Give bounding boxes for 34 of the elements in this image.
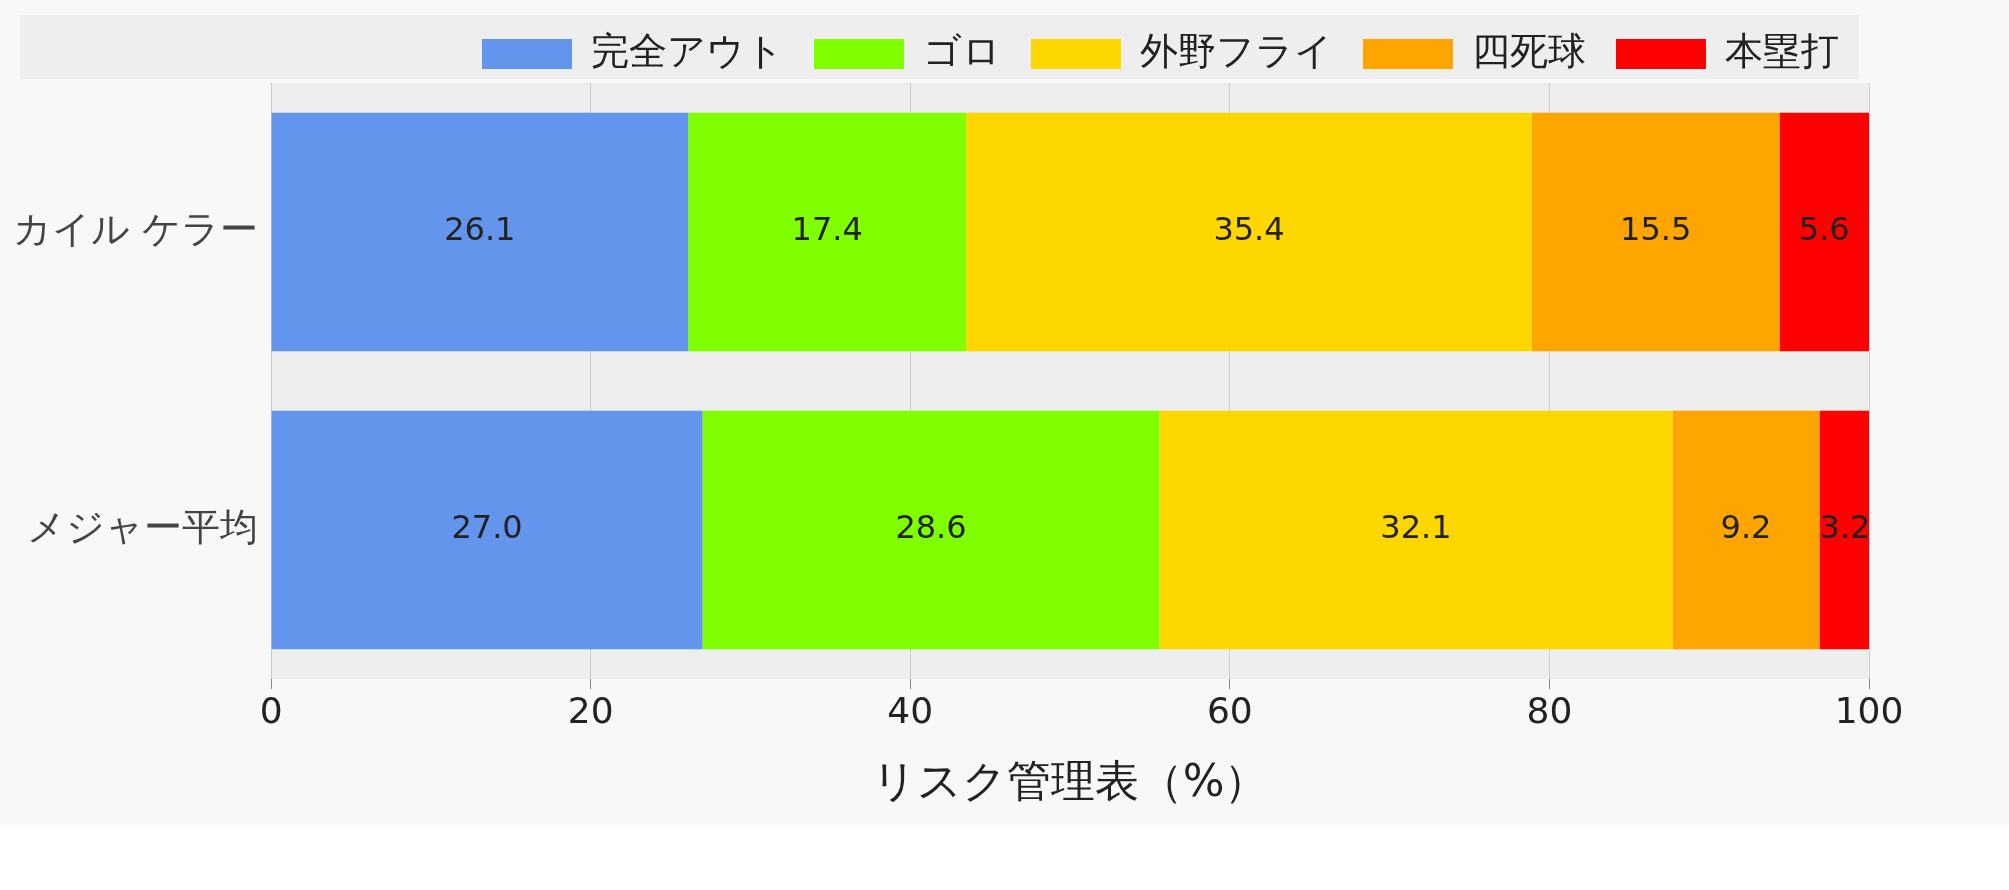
- bar: [1159, 410, 1673, 650]
- legend-label: 外野フライ: [1140, 28, 1333, 73]
- data-label: 27.0: [451, 508, 523, 547]
- y-tick-label: カイル ケラー: [12, 206, 259, 251]
- bar: [1672, 410, 1820, 650]
- data-label: 28.6: [895, 508, 967, 547]
- x-tick-label: 40: [887, 689, 934, 731]
- x-tick-label: 0: [259, 689, 283, 731]
- legend-label: 四死球: [1472, 28, 1586, 73]
- bar: [271, 112, 689, 352]
- legend-label: ゴロ: [923, 28, 1001, 73]
- data-label: 26.1: [444, 210, 516, 249]
- legend-label: 完全アウト: [591, 28, 784, 73]
- x-tick-label: 100: [1834, 689, 1904, 731]
- x-axis-title: リスク管理表（%）: [871, 755, 1269, 807]
- bar: [271, 410, 703, 650]
- bar: [966, 112, 1532, 352]
- data-label: 3.2: [1819, 508, 1871, 547]
- data-label: 32.1: [1380, 508, 1452, 547]
- legend-label: 本塁打: [1725, 28, 1839, 73]
- x-tick-label: 60: [1206, 689, 1253, 731]
- y-tick-label: メジャー平均: [27, 504, 259, 549]
- bar: [1819, 410, 1869, 650]
- data-label: 17.4: [791, 210, 863, 249]
- data-label: 35.4: [1213, 210, 1285, 249]
- x-tick-label: 80: [1526, 689, 1573, 731]
- bar: [1779, 112, 1869, 352]
- bar: [688, 112, 967, 352]
- data-label: 5.6: [1798, 210, 1850, 249]
- bar: [1531, 112, 1780, 352]
- data-label: 15.5: [1620, 210, 1692, 249]
- data-label: 9.2: [1720, 508, 1772, 547]
- bar: [702, 410, 1160, 650]
- x-tick-label: 20: [567, 689, 614, 731]
